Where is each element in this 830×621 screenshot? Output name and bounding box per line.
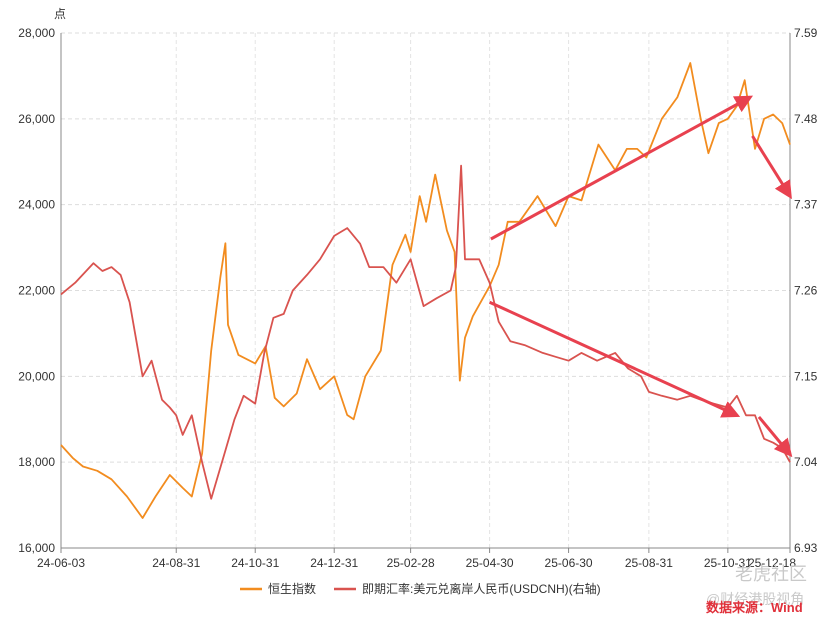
y-right-tick-label: 7.37 bbox=[794, 198, 818, 212]
axes: 16,000 6.93 18,000 7.04 20,000 7.15 22,000 7.26… bbox=[18, 26, 817, 570]
x-tick-label: 24-10-31 bbox=[231, 556, 279, 570]
y-right-tick-label: 7.48 bbox=[794, 112, 818, 126]
y-left-tick-label: 26,000 bbox=[18, 112, 55, 126]
trend-arrows bbox=[488, 95, 793, 458]
legend-label-hsi: 恒生指数 bbox=[268, 581, 316, 596]
x-tick-label: 24-08-31 bbox=[152, 556, 200, 570]
x-tick-label: 25-12-18 bbox=[748, 556, 796, 570]
x-tick-label: 25-06-30 bbox=[545, 556, 593, 570]
x-tick-label: 25-10-31 bbox=[704, 556, 752, 570]
y-right-tick-label: 7.15 bbox=[794, 369, 818, 383]
y-left-tick-label: 22,000 bbox=[18, 284, 55, 298]
watermark-tiger: 老虎社区 bbox=[735, 564, 807, 584]
trend-arrow bbox=[490, 95, 754, 241]
y-right-tick-label: 6.93 bbox=[794, 541, 818, 555]
series-line-usdcnh bbox=[60, 164, 791, 500]
x-tick-label: 25-02-28 bbox=[387, 556, 435, 570]
y-right-tick-label: 7.04 bbox=[794, 455, 818, 469]
y-left-tick-label: 28,000 bbox=[18, 26, 55, 40]
legend-label-usdcnh: 即期汇率:美元兑离岸人民币(USDCNH)(右轴) bbox=[362, 581, 601, 596]
x-tick-label: 24-06-03 bbox=[37, 556, 85, 570]
trend-arrow bbox=[757, 415, 793, 458]
grid-lines bbox=[60, 32, 791, 548]
x-tick-label: 25-08-31 bbox=[625, 556, 673, 570]
x-tick-label: 24-12-31 bbox=[310, 556, 358, 570]
y-left-tick-label: 20,000 bbox=[18, 369, 55, 383]
y-left-tick-label: 16,000 bbox=[18, 541, 55, 555]
y-right-tick-label: 7.26 bbox=[794, 284, 818, 298]
series-lines bbox=[60, 62, 791, 519]
trend-arrow bbox=[751, 135, 792, 200]
source-note: 数据来源：Wind bbox=[706, 600, 803, 615]
y-right-tick-label: 7.59 bbox=[794, 26, 818, 40]
y-left-tick-label: 18,000 bbox=[18, 455, 55, 469]
y-left-tick-label: 24,000 bbox=[18, 198, 55, 212]
left-axis-unit-label: 点 bbox=[54, 7, 66, 21]
x-tick-label: 25-04-30 bbox=[466, 556, 514, 570]
watermark-author: @财经港股视角 bbox=[706, 591, 804, 607]
trend-arrow bbox=[488, 300, 741, 418]
series-line-hsi bbox=[60, 62, 791, 519]
legend: 恒生指数 即期汇率:美元兑离岸人民币(USDCNH)(右轴) bbox=[240, 581, 601, 596]
